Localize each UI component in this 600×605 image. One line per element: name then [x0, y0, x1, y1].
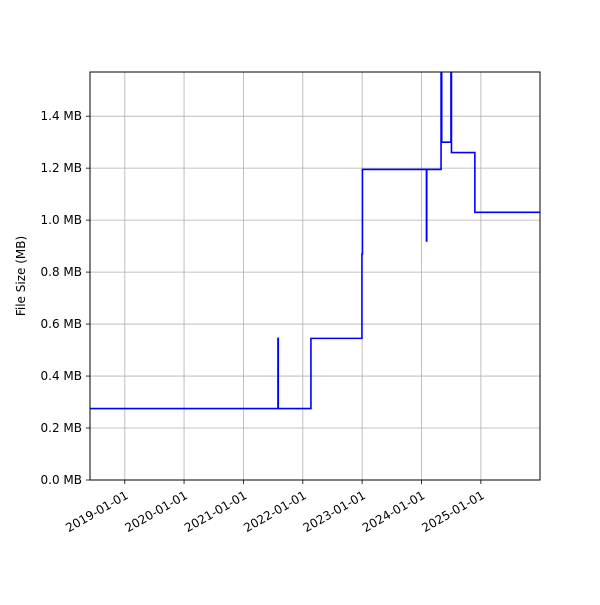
- series-layer: [90, 72, 540, 410]
- y-tick-label: 1.0 MB: [41, 213, 82, 227]
- y-tick-label: 0.4 MB: [41, 369, 82, 383]
- series-line: [90, 72, 540, 410]
- y-axis-label: File Size (MB): [14, 236, 28, 316]
- y-axis: 0.0 MB 0.2 MB 0.4 MB 0.6 MB 0.8 MB 1.0 MB 1.2 …: [41, 109, 90, 487]
- plot-frame: [89, 71, 541, 481]
- y-tick-label: 0.8 MB: [41, 265, 82, 279]
- y-tick-label: 0.6 MB: [41, 317, 82, 331]
- y-tick-label: 1.4 MB: [41, 109, 82, 123]
- y-tick-label: 1.2 MB: [41, 161, 82, 175]
- y-tick-label: 0.2 MB: [41, 421, 82, 435]
- y-tick-label: 0.0 MB: [41, 473, 82, 487]
